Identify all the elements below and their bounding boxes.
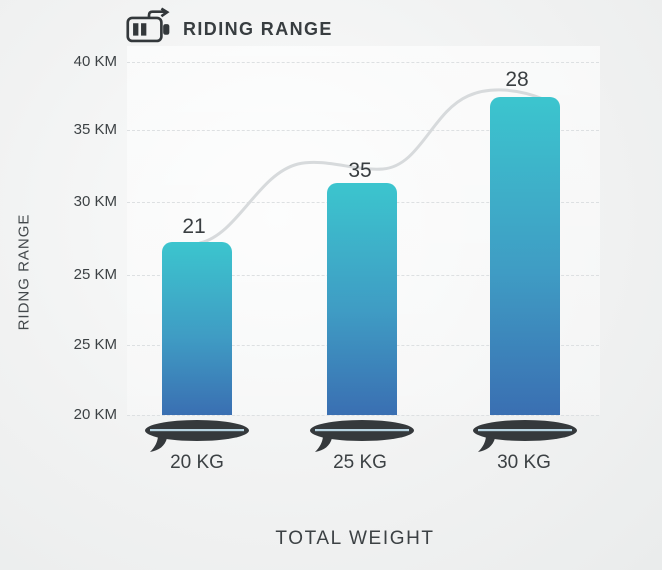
battery-charging-icon bbox=[126, 7, 172, 48]
y-tick-label: 40 KM bbox=[73, 53, 117, 70]
y-tick-label: 25 KM bbox=[73, 336, 117, 353]
x-axis-title: TOTAL WEIGHT bbox=[275, 528, 435, 549]
skateboard-icon bbox=[145, 420, 249, 452]
y-tick-label: 35 KM bbox=[73, 121, 117, 138]
skateboard-icon bbox=[310, 420, 414, 452]
bar-25kg bbox=[327, 183, 397, 415]
gridline bbox=[127, 415, 599, 416]
x-tick-label: 30 KG bbox=[497, 452, 551, 473]
gridline bbox=[127, 62, 599, 63]
skateboard-icon bbox=[473, 420, 577, 452]
bar-value-label: 28 bbox=[505, 68, 529, 91]
bar-value-label: 35 bbox=[348, 159, 372, 182]
page-title: RIDING RANGE bbox=[183, 19, 333, 39]
bar-30kg bbox=[490, 97, 560, 415]
bar-value-label: 21 bbox=[182, 215, 206, 238]
x-tick-label: 25 KG bbox=[333, 452, 387, 473]
y-tick-label: 20 KM bbox=[73, 406, 117, 423]
bar-20kg bbox=[162, 242, 232, 415]
x-tick-label: 20 KG bbox=[170, 452, 224, 473]
y-tick-label: 30 KM bbox=[73, 193, 117, 210]
y-axis-title: RIDNG RANGE bbox=[15, 213, 33, 331]
chart-header: RIDING RANGE bbox=[126, 7, 333, 48]
y-tick-label: 25 KM bbox=[73, 266, 117, 283]
